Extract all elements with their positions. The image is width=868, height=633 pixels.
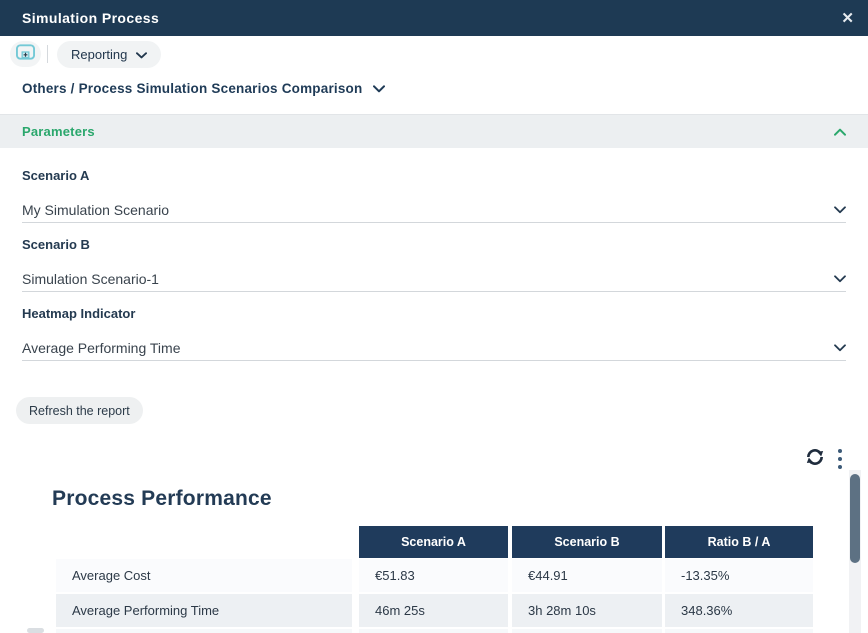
add-window-button[interactable] bbox=[10, 41, 41, 67]
reporting-dropdown[interactable]: Reporting bbox=[57, 41, 162, 68]
parameters-section-header[interactable]: Parameters bbox=[0, 114, 868, 148]
table-header-ratio: Ratio B / A bbox=[665, 526, 813, 558]
table-row-partial bbox=[512, 629, 662, 633]
heatmap-indicator-underline bbox=[22, 360, 846, 361]
table-header-scenario-a: Scenario A bbox=[359, 526, 508, 558]
table-cell: 3h 28m 10s bbox=[512, 594, 662, 627]
parameters-section-title: Parameters bbox=[22, 124, 95, 139]
close-icon[interactable]: ✕ bbox=[841, 9, 854, 27]
scenario-b-label: Scenario B bbox=[22, 237, 90, 252]
table-row-label: Average Cost bbox=[56, 559, 352, 592]
table-row-label: Average Performing Time bbox=[56, 594, 352, 627]
scenario-a-value: My Simulation Scenario bbox=[22, 202, 170, 218]
chevron-down-icon bbox=[373, 81, 386, 96]
breadcrumb-label: Others / Process Simulation Scenarios Co… bbox=[22, 81, 363, 96]
reporting-dropdown-label: Reporting bbox=[71, 47, 128, 62]
report-breadcrumb-dropdown[interactable]: Others / Process Simulation Scenarios Co… bbox=[22, 81, 386, 96]
toolbar-divider bbox=[47, 45, 48, 63]
table-row-partial bbox=[665, 629, 813, 633]
kebab-menu-icon[interactable] bbox=[834, 449, 846, 469]
refresh-report-button[interactable]: Refresh the report bbox=[16, 397, 143, 424]
table-cell: €51.83 bbox=[359, 559, 508, 592]
table-header-scenario-b: Scenario B bbox=[512, 526, 662, 558]
chevron-down-icon bbox=[834, 201, 846, 219]
chevron-down-icon bbox=[136, 47, 148, 62]
scenario-b-underline bbox=[22, 291, 846, 292]
dialog-title: Simulation Process bbox=[22, 10, 160, 26]
table-cell: 348.36% bbox=[665, 594, 813, 627]
dialog-titlebar: Simulation Process ✕ bbox=[0, 0, 868, 36]
report-title: Process Performance bbox=[52, 487, 272, 510]
chevron-up-icon[interactable] bbox=[834, 123, 846, 141]
report-scrollbar-thumb[interactable] bbox=[850, 474, 860, 563]
partial-cutoff-element bbox=[27, 628, 44, 633]
table-cell: -13.35% bbox=[665, 559, 813, 592]
scenario-a-label: Scenario A bbox=[22, 168, 90, 183]
chevron-down-icon bbox=[834, 339, 846, 357]
scenario-b-value: Simulation Scenario-1 bbox=[22, 271, 159, 287]
table-row-partial bbox=[56, 629, 352, 633]
heatmap-indicator-select[interactable]: Average Performing Time bbox=[22, 336, 846, 360]
table-cell: €44.91 bbox=[512, 559, 662, 592]
scenario-a-select[interactable]: My Simulation Scenario bbox=[22, 198, 846, 222]
heatmap-indicator-label: Heatmap Indicator bbox=[22, 306, 136, 321]
scenario-a-underline bbox=[22, 222, 846, 223]
window-add-icon bbox=[16, 43, 35, 65]
sync-icon[interactable] bbox=[805, 447, 825, 467]
table-cell: 46m 25s bbox=[359, 594, 508, 627]
table-row-partial bbox=[359, 629, 508, 633]
chevron-down-icon bbox=[834, 270, 846, 288]
heatmap-indicator-value: Average Performing Time bbox=[22, 340, 181, 356]
scenario-b-select[interactable]: Simulation Scenario-1 bbox=[22, 267, 846, 291]
